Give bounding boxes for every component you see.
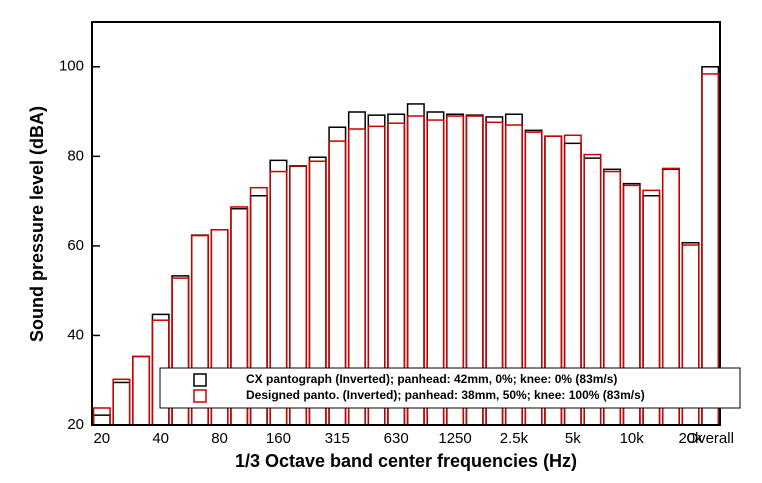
x-tick-label: 10k [620, 430, 645, 447]
y-tick-label: 100 [59, 58, 84, 75]
x-tick-label: 160 [266, 430, 291, 447]
x-tick-label: 5k [565, 430, 581, 447]
legend-box [159, 367, 741, 409]
y-tick-label: 20 [67, 416, 84, 433]
legend-swatch [193, 389, 207, 403]
x-tick-label: 40 [152, 430, 169, 447]
x-tick-label: 315 [325, 430, 350, 447]
y-tick-label: 40 [67, 326, 84, 343]
x-axis-title: 1/3 Octave band center frequencies (Hz) [235, 451, 577, 471]
x-tick-label: 20k [678, 430, 703, 447]
bar [92, 414, 111, 426]
x-tick-label: 80 [211, 430, 228, 447]
bar [112, 381, 131, 426]
legend-label: Designed panto. (Inverted); panhead: 38m… [246, 388, 645, 402]
y-tick-label: 80 [67, 147, 84, 164]
x-tick-label: 2.5k [500, 430, 529, 447]
plot-frame [91, 21, 721, 426]
bar [132, 355, 151, 426]
y-axis-title: Sound pressure level (dBA) [27, 106, 47, 342]
y-tick-label: 60 [67, 237, 84, 254]
legend-swatch [193, 373, 207, 387]
x-tick-label: Overall [686, 430, 734, 447]
x-tick-label: 20 [93, 430, 110, 447]
x-tick-label: 1250 [438, 430, 471, 447]
legend-label: CX pantograph (Inverted); panhead: 42mm,… [246, 372, 617, 386]
x-tick-label: 630 [384, 430, 409, 447]
